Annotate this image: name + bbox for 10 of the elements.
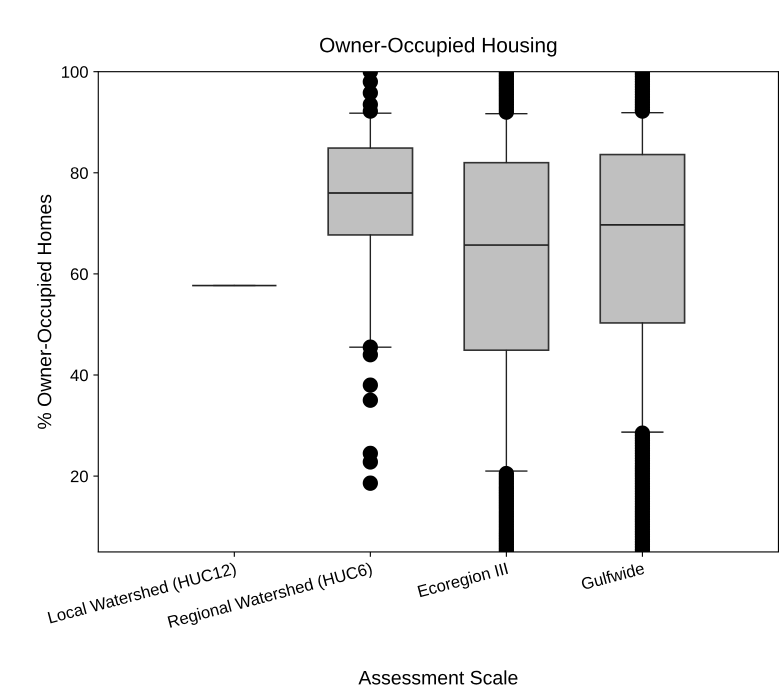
y-tick-label: 20 bbox=[70, 470, 88, 482]
x-tick-label: Ecoregion III bbox=[417, 562, 509, 601]
x-tick-label: Gulfwide bbox=[580, 562, 645, 590]
y-tick-label: 100 bbox=[62, 66, 88, 78]
chart-title: Owner-Occupied Housing bbox=[320, 37, 556, 57]
y-tick-label: 60 bbox=[70, 268, 88, 280]
x-axis-title: Assessment Scale bbox=[358, 670, 518, 685]
y-tick-label: 40 bbox=[70, 369, 88, 382]
y-tick-label: 80 bbox=[70, 167, 88, 179]
y-axis-title: % Owner-Occupied Homes bbox=[37, 194, 56, 429]
